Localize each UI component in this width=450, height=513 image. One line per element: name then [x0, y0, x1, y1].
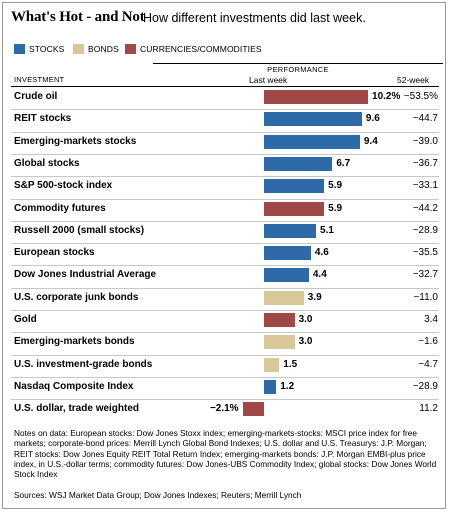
data-label: 1.5 [283, 359, 298, 370]
week52-value: −32.7 [412, 269, 438, 280]
data-label: 9.4 [363, 136, 378, 147]
column-header-52-week: 52-week [397, 75, 430, 85]
row-rule [11, 288, 439, 289]
legend-swatch-currencies [125, 44, 136, 54]
week52-value: −36.7 [412, 158, 438, 169]
row-label: Nasdaq Composite Index [14, 381, 134, 392]
bar [264, 224, 317, 238]
data-label: 10.2% [372, 91, 401, 102]
row-rule [11, 377, 439, 378]
bar [264, 358, 280, 372]
bar [264, 112, 362, 126]
week52-value: −28.9 [412, 381, 438, 392]
row-label: Crude oil [14, 91, 58, 102]
data-label: 5.1 [320, 225, 334, 236]
bar [264, 157, 333, 171]
row-rule [11, 355, 439, 356]
chart-title: What's Hot - and Not [11, 9, 145, 25]
row-rule [11, 221, 439, 222]
week52-value: −53.5% [403, 91, 438, 102]
row-label: Gold [14, 314, 37, 325]
data-label: 9.6 [365, 113, 380, 124]
row-rule [11, 310, 439, 311]
data-label: 4.4 [312, 269, 327, 280]
week52-value: −44.2 [412, 203, 438, 214]
week52-value: −1.6 [418, 336, 438, 347]
data-label: 1.2 [280, 381, 295, 392]
performance-header: PERFORMANCE [153, 63, 443, 74]
row-label: Emerging-markets stocks [14, 136, 137, 147]
column-header-last-week: Last week [249, 75, 288, 85]
legend-label-currencies: CURRENCIES/COMMODITIES [140, 44, 262, 54]
legend-swatch-bonds [73, 44, 84, 54]
header-rule [11, 86, 439, 87]
bar [264, 380, 277, 394]
data-label: 3.0 [298, 336, 313, 347]
legend-label-stocks: STOCKS [29, 44, 65, 54]
data-label: 3.9 [307, 292, 322, 303]
bar [264, 291, 304, 305]
bar [264, 313, 295, 327]
bar [242, 402, 264, 416]
bar [264, 202, 325, 216]
row-rule [11, 176, 439, 177]
row-rule [11, 132, 439, 133]
row-rule [11, 109, 439, 110]
row-rule [11, 199, 439, 200]
data-label: 5.9 [328, 180, 343, 191]
row-rule [11, 332, 439, 333]
row-label: Russell 2000 (small stocks) [14, 225, 145, 236]
row-label: Dow Jones Industrial Average [14, 269, 157, 280]
week52-value: −33.1 [412, 180, 438, 191]
data-label: 4.6 [314, 247, 329, 258]
row-label: REIT stocks [14, 113, 72, 124]
week52-value: −4.7 [418, 359, 438, 370]
row-label: U.S. corporate junk bonds [14, 292, 139, 303]
week52-value: −39.0 [412, 136, 438, 147]
bar [264, 179, 325, 193]
notes-text: Notes on data: European stocks: Dow Jone… [14, 428, 437, 480]
legend-item-currencies: CURRENCIES/COMMODITIES [125, 44, 262, 54]
data-label: 5.9 [328, 203, 343, 214]
legend-item-stocks: STOCKS [14, 44, 64, 54]
row-label: Emerging-markets bonds [14, 336, 135, 347]
row-rule [11, 265, 439, 266]
legend-item-bonds: BONDS [73, 44, 119, 54]
row-rule [11, 399, 439, 400]
legend-swatch-stocks [14, 44, 25, 54]
week52-value: −44.7 [412, 113, 438, 124]
week52-value: −35.5 [412, 247, 438, 258]
row-label: Global stocks [14, 158, 80, 169]
row-label: U.S. dollar, trade weighted [14, 403, 140, 414]
row-rule [11, 154, 439, 155]
data-label: 6.7 [336, 158, 351, 169]
row-label: Commodity futures [14, 203, 106, 214]
bar [264, 135, 360, 149]
bar [264, 335, 295, 349]
row-label: European stocks [14, 247, 95, 258]
sources-text: Sources: WSJ Market Data Group; Dow Jone… [14, 490, 302, 500]
row-label: U.S. investment-grade bonds [14, 359, 153, 370]
chart-subtitle: How different investments did last week. [143, 11, 366, 25]
chart-frame: What's Hot - and Not How different inves… [2, 2, 446, 509]
legend-label-bonds: BONDS [88, 44, 119, 54]
bar [264, 246, 311, 260]
data-label: −2.1% [209, 403, 239, 414]
week52-value: −28.9 [412, 225, 438, 236]
bar [264, 90, 369, 104]
week52-value: 3.4 [424, 314, 438, 325]
bar [264, 268, 309, 282]
row-rule [11, 243, 439, 244]
data-label: 3.0 [298, 314, 313, 325]
row-label: S&P 500-stock index [14, 180, 113, 191]
week52-value: −11.0 [413, 292, 438, 303]
week52-value: 11.2 [419, 403, 438, 414]
column-header-investment: INVESTMENT [14, 75, 65, 84]
